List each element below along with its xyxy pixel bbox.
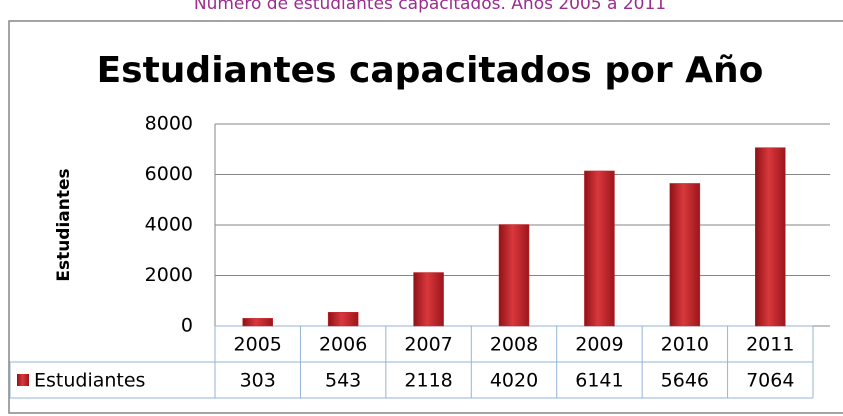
x-tick-label: 2007 bbox=[404, 334, 452, 356]
x-tick-label: 2011 bbox=[746, 334, 794, 356]
table-value: 7064 bbox=[746, 370, 794, 392]
legend-swatch bbox=[17, 374, 29, 386]
table-value: 4020 bbox=[490, 370, 538, 392]
chart-title: Estudiantes capacitados por Año bbox=[97, 50, 764, 91]
x-tick-label: 2006 bbox=[319, 334, 367, 356]
x-tick-label: 2010 bbox=[661, 334, 709, 356]
y-tick-label: 2000 bbox=[145, 264, 193, 286]
x-tick-label: 2005 bbox=[234, 334, 282, 356]
bar bbox=[755, 147, 786, 327]
table-value: 5646 bbox=[661, 370, 709, 392]
bar bbox=[669, 183, 701, 327]
table-value: 303 bbox=[240, 370, 276, 392]
caption: Número de estudiantes capacitados. Años … bbox=[194, 0, 666, 14]
x-tick-label: 2008 bbox=[490, 334, 538, 356]
bar bbox=[498, 224, 530, 327]
table-value: 543 bbox=[325, 370, 361, 392]
x-tick-label: 2009 bbox=[575, 334, 623, 356]
y-axis-label: Estudiantes bbox=[54, 168, 74, 281]
bar bbox=[584, 170, 615, 327]
y-tick-label: 4000 bbox=[145, 214, 193, 236]
legend-label: Estudiantes bbox=[34, 370, 145, 392]
bar bbox=[413, 272, 444, 327]
y-tick-label: 8000 bbox=[145, 113, 193, 135]
chart-frame bbox=[8, 20, 843, 414]
y-tick-label: 6000 bbox=[145, 163, 193, 185]
table-value: 2118 bbox=[404, 370, 452, 392]
bar bbox=[327, 312, 359, 327]
table-value: 6141 bbox=[575, 370, 623, 392]
bar bbox=[242, 318, 273, 327]
y-tick-label: 0 bbox=[181, 315, 193, 337]
